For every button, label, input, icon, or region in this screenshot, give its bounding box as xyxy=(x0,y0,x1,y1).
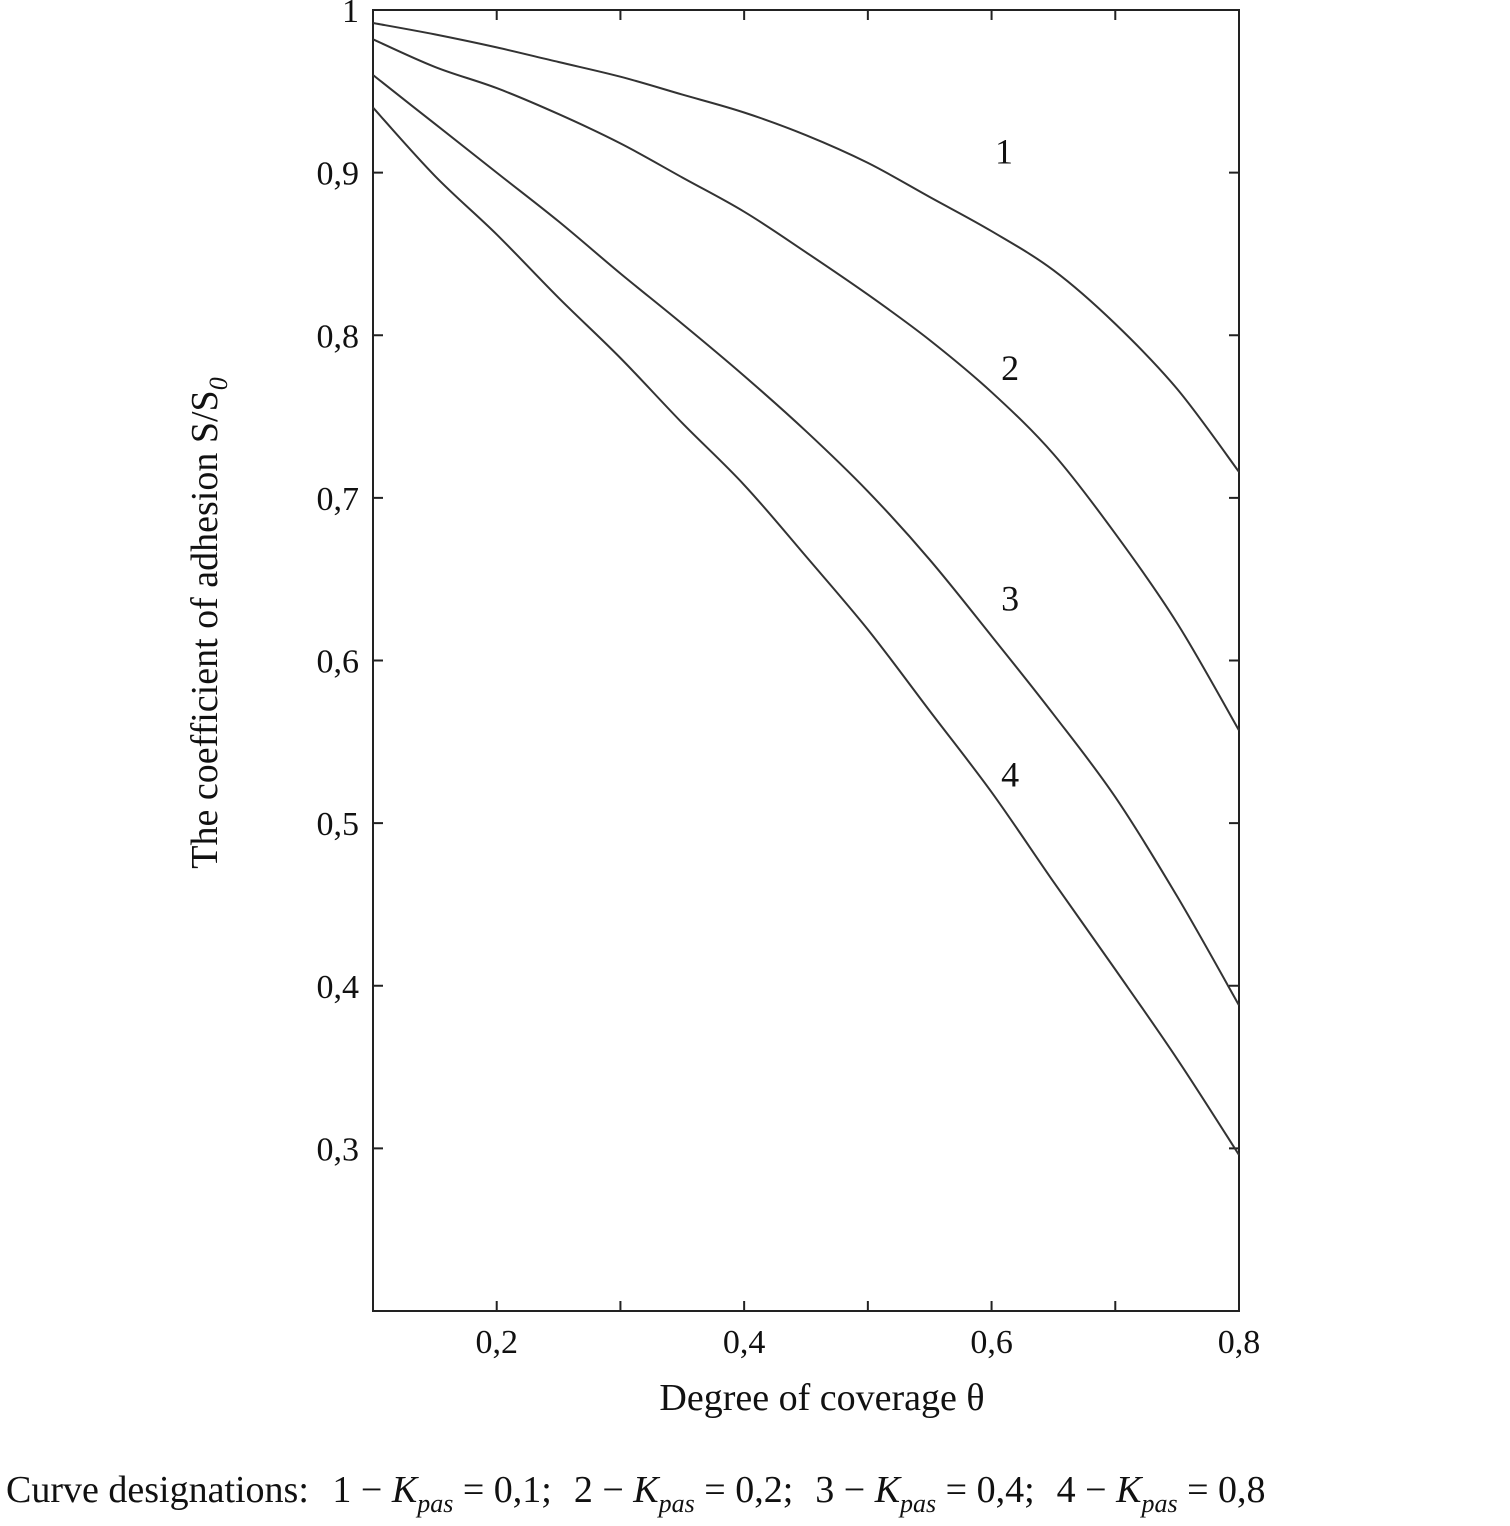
curve-labels: 1 2 3 4 xyxy=(995,131,1019,794)
caption-dash: − xyxy=(602,1469,624,1511)
caption-num: 4 xyxy=(1056,1469,1076,1511)
x-tick-label: 0,2 xyxy=(475,1324,518,1361)
curve-label-4: 4 xyxy=(1001,754,1019,794)
y-axis-title: The coefficient of adhesion S/S0 xyxy=(184,377,233,868)
series-lines xyxy=(372,22,1240,1156)
caption-k: K xyxy=(874,1469,901,1511)
caption-value: 0,2 xyxy=(735,1469,783,1511)
caption-sub: pas xyxy=(1141,1489,1178,1518)
caption-k: K xyxy=(633,1469,659,1511)
caption-dash: − xyxy=(1085,1469,1107,1511)
y-axis-title-main: The coefficient of adhesion S/S xyxy=(184,390,226,868)
y-tick-label: 0,5 xyxy=(317,806,360,843)
caption-dash: − xyxy=(843,1469,866,1511)
caption-eq: = xyxy=(704,1469,726,1511)
curve-designations-caption: Curve designations: 1 − Kpas = 0,1; 2 − K… xyxy=(6,1468,1266,1518)
caption-eq: = xyxy=(1187,1469,1209,1511)
caption-num: 3 xyxy=(815,1469,835,1511)
y-tick-label: 0,7 xyxy=(317,481,360,518)
caption-dash: − xyxy=(360,1469,383,1511)
plot-frame xyxy=(372,9,1240,1312)
caption-prefix: Curve designations: xyxy=(6,1469,309,1511)
caption-k: K xyxy=(391,1469,418,1511)
curve-label-3: 3 xyxy=(1001,579,1019,619)
caption-sep: ; xyxy=(541,1469,552,1511)
series-line-4 xyxy=(372,106,1240,1156)
y-axis-title-subscript: 0 xyxy=(204,377,233,390)
caption-sep: ; xyxy=(782,1469,794,1511)
x-tick-label: 0,4 xyxy=(723,1324,766,1361)
caption-k: K xyxy=(1116,1469,1142,1511)
caption-eq: = xyxy=(462,1469,485,1511)
series-line-3 xyxy=(372,74,1240,1006)
caption-value: 0,8 xyxy=(1218,1469,1266,1511)
caption-value: 0,4 xyxy=(976,1469,1025,1511)
series-line-1 xyxy=(372,22,1240,473)
caption-num: 1 xyxy=(332,1469,352,1511)
y-tick-label: 0,9 xyxy=(317,156,360,193)
y-tick-label: 0,8 xyxy=(317,318,360,355)
caption-items: 1 − Kpas = 0,1; 2 − Kpas = 0,2; 3 − Kpas =… xyxy=(318,1469,1266,1518)
caption-num: 2 xyxy=(573,1469,593,1511)
y-tick-label: 1 xyxy=(342,0,359,30)
caption-item-3: 3 − Kpas = 0,4; xyxy=(815,1469,1035,1518)
plot-border xyxy=(372,9,1240,1312)
caption-eq: = xyxy=(945,1469,968,1511)
x-tick-label: 0,8 xyxy=(1218,1324,1261,1361)
series-line-2 xyxy=(372,38,1240,731)
caption-value: 0,1 xyxy=(493,1469,542,1511)
x-axis-title: Degree of coverage θ xyxy=(659,1377,984,1419)
y-tick-label: 0,3 xyxy=(317,1131,360,1168)
x-tick-label: 0,6 xyxy=(970,1324,1013,1361)
curve-label-2: 2 xyxy=(1001,348,1019,388)
curve-label-1: 1 xyxy=(995,131,1013,171)
caption-sub: pas xyxy=(417,1489,454,1518)
caption-item-4: 4 − Kpas = 0,8 xyxy=(1056,1469,1266,1518)
caption-item-1: 1 − Kpas = 0,1; xyxy=(332,1469,552,1518)
y-tick-label: 0,6 xyxy=(317,644,360,681)
axis-ticks: 0,2 0,4 0,6 0,8 0,3 0,4 0,5 0,6 0,7 0,8 0,9 1 xyxy=(317,0,1261,1361)
caption-item-2: 2 − Kpas = 0,2; xyxy=(573,1469,794,1518)
caption-sub: pas xyxy=(900,1489,937,1518)
y-tick-label: 0,4 xyxy=(317,969,360,1006)
caption-sub: pas xyxy=(658,1489,695,1518)
adhesion-chart: 0,2 0,4 0,6 0,80,30,40,50,60,70,80,91 1234 … xyxy=(184,0,1261,1419)
caption-sep: ; xyxy=(1024,1469,1035,1511)
